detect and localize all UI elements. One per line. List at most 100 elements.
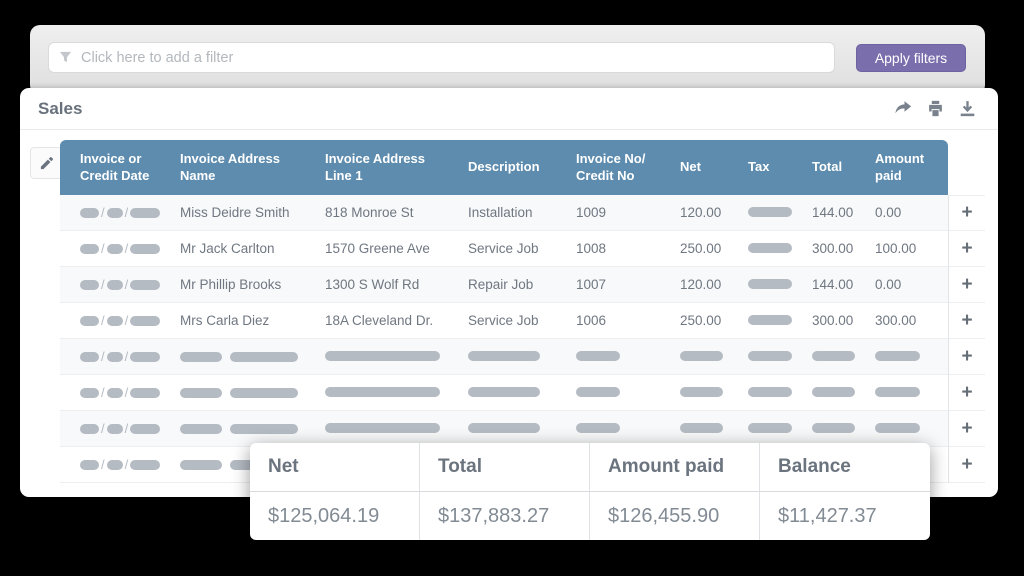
- redacted-pill: [748, 423, 792, 433]
- add-row-button[interactable]: +: [948, 339, 985, 375]
- add-row-button[interactable]: +: [948, 267, 985, 303]
- redacted-pill: [468, 351, 540, 361]
- cell-total: [812, 421, 875, 436]
- redacted-pill: [106, 423, 123, 434]
- date-separator: /: [124, 277, 129, 292]
- cell-address-line1: [325, 349, 468, 364]
- redacted-pill: [812, 387, 855, 397]
- sales-panel: Sales Invoice or Credit Date Invoice Addr…: [20, 88, 998, 497]
- cell-amount-paid: [875, 385, 948, 400]
- redacted-pill: [130, 315, 161, 326]
- redacted-pill: [468, 387, 540, 397]
- redacted-pill: [875, 423, 920, 433]
- redacted-pill: [130, 207, 161, 218]
- summary-label-amount-paid: Amount paid: [590, 443, 760, 492]
- cell-tax: [748, 277, 812, 292]
- redacted-pill: [680, 387, 723, 397]
- cell-total: 144.00: [812, 277, 854, 292]
- cell-invoice-no: 1009: [576, 205, 607, 220]
- redacted-pill: [812, 423, 855, 433]
- redacted-pill: [80, 459, 99, 470]
- cell-address-name: Mr Phillip Brooks: [180, 277, 282, 292]
- download-icon[interactable]: [959, 100, 976, 117]
- table-row[interactable]: / / Miss Deidre Smith 818 Monroe St Installa…: [60, 195, 948, 231]
- cell-description: [468, 349, 576, 364]
- table-header-row: Invoice or Credit Date Invoice Address Na…: [60, 140, 948, 195]
- add-row-button[interactable]: +: [948, 447, 985, 483]
- share-icon[interactable]: [894, 100, 912, 117]
- cell-invoice-date: / /: [60, 241, 180, 256]
- edit-pencil-button[interactable]: [30, 147, 62, 179]
- redacted-pill: [325, 351, 440, 361]
- redacted-pill: [106, 207, 123, 218]
- cell-description: Installation: [468, 205, 533, 220]
- add-row-button[interactable]: +: [948, 411, 985, 447]
- cell-tax: [748, 385, 812, 400]
- cell-net: 250.00: [680, 241, 722, 256]
- cell-total: 300.00: [812, 241, 854, 256]
- summary-value-amount-paid: $126,455.90: [590, 492, 760, 540]
- redacted-pill: [106, 315, 123, 326]
- cell-description: Service Job: [468, 241, 539, 256]
- table-row[interactable]: / / Mrs Carla Diez 18A Cleveland Dr. Service…: [60, 303, 948, 339]
- redacted-pill: [576, 351, 620, 361]
- summary-value-balance: $11,427.37: [778, 504, 877, 527]
- redacted-pill: [180, 351, 222, 362]
- cell-invoice-date: / /: [60, 385, 180, 400]
- cell-address-line1: 1300 S Wolf Rd: [325, 277, 420, 292]
- redacted-pill: [576, 387, 620, 397]
- redacted-pill: [748, 243, 792, 253]
- cell-tax: [748, 241, 812, 256]
- cell-invoice-no: 1007: [576, 277, 607, 292]
- filter-input[interactable]: Click here to add a filter: [48, 42, 835, 73]
- table-row[interactable]: / /: [60, 339, 948, 375]
- cell-invoice-no: [576, 385, 680, 400]
- cell-address-name: [180, 351, 325, 362]
- cell-net: [680, 385, 748, 400]
- column-header-desc: Description: [468, 159, 540, 175]
- cell-invoice-date: / /: [60, 313, 180, 328]
- summary-value-total: $137,883.27: [420, 492, 590, 540]
- add-row-button[interactable]: +: [948, 375, 985, 411]
- table-row[interactable]: / / Mr Phillip Brooks 1300 S Wolf Rd Repair …: [60, 267, 948, 303]
- redacted-pill: [130, 423, 161, 434]
- redacted-pill: [748, 351, 792, 361]
- column-header-line1: Invoice Address Line 1: [325, 150, 425, 183]
- cell-invoice-no: 1008: [576, 241, 607, 256]
- redacted-pill: [230, 351, 298, 362]
- add-row-button[interactable]: +: [948, 303, 985, 339]
- redacted-pill: [80, 423, 99, 434]
- date-separator: /: [124, 241, 129, 256]
- summary-value-net: $125,064.19: [250, 492, 420, 540]
- add-row-button[interactable]: +: [948, 195, 985, 231]
- cell-address-line1: [325, 421, 468, 436]
- redacted-pill: [748, 387, 792, 397]
- print-icon[interactable]: [927, 100, 944, 117]
- column-header-total: Total: [812, 159, 843, 175]
- date-separator: /: [101, 421, 105, 436]
- cell-net: 120.00: [680, 205, 722, 220]
- cell-amount-paid: 0.00: [875, 205, 902, 220]
- table-row[interactable]: / /: [60, 411, 948, 447]
- cell-description: [468, 421, 576, 436]
- column-header-tax: Tax: [748, 159, 770, 175]
- table-row[interactable]: / /: [60, 375, 948, 411]
- redacted-pill: [325, 423, 440, 433]
- cell-invoice-date: / /: [60, 277, 180, 292]
- date-separator: /: [101, 457, 105, 472]
- cell-total: [812, 385, 875, 400]
- redacted-pill: [106, 351, 123, 362]
- table-row[interactable]: / / Mr Jack Carlton 1570 Greene Ave Service …: [60, 231, 948, 267]
- date-separator: /: [101, 313, 105, 328]
- redacted-pill: [325, 387, 440, 397]
- cell-invoice-no: 1006: [576, 313, 607, 328]
- redacted-pill: [130, 243, 161, 254]
- cell-invoice-date: / /: [60, 457, 180, 472]
- apply-filters-button[interactable]: Apply filters: [856, 44, 966, 72]
- date-separator: /: [124, 349, 129, 364]
- date-separator: /: [101, 385, 105, 400]
- add-row-button[interactable]: +: [948, 231, 985, 267]
- redacted-pill: [130, 387, 161, 398]
- redacted-pill: [180, 387, 222, 398]
- cell-tax: [748, 205, 812, 220]
